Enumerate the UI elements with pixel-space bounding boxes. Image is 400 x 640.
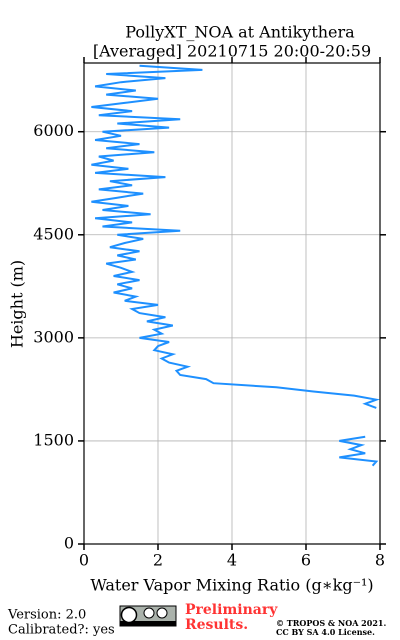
x-axis-label: Water Vapor Mixing Ratio (g∗kg⁻¹) xyxy=(90,576,373,595)
chart-title: PollyXT_NOA at Antikythera xyxy=(125,23,355,42)
x-tick-label: 6 xyxy=(301,551,311,570)
x-tick-label: 0 xyxy=(79,551,89,570)
cc-logo xyxy=(119,605,177,627)
preliminary: Results. xyxy=(185,617,248,633)
chart-subtitle: [Averaged] 20210715 20:00-20:59 xyxy=(93,42,371,61)
copyright: © TROPOS & NOA 2021. xyxy=(276,618,386,628)
x-tick-label: 2 xyxy=(153,551,163,570)
y-tick-label: 4500 xyxy=(33,224,74,243)
version: Version: 2.0 xyxy=(7,608,86,623)
calibrated: Calibrated?: yes xyxy=(8,623,115,638)
y-tick-label: 3000 xyxy=(33,327,74,346)
y-tick-label: 0 xyxy=(64,534,74,553)
x-tick-label: 4 xyxy=(227,551,237,570)
plot-frame xyxy=(83,62,381,545)
y-tick-label: 1500 xyxy=(33,430,74,449)
license: CC BY SA 4.0 License. xyxy=(276,627,375,637)
y-tick-label: 6000 xyxy=(33,121,74,140)
preliminary: Preliminary xyxy=(185,602,278,618)
profile-line xyxy=(91,64,381,467)
x-tick-label: 8 xyxy=(375,551,385,570)
y-axis-label: Height (m) xyxy=(8,260,27,348)
